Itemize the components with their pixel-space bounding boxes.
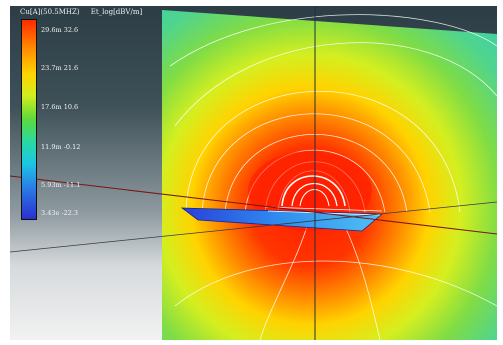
legend-label: 29.6m 32.6	[41, 26, 79, 34]
legend-label: 17.6m 10.6	[41, 103, 79, 111]
color-scale-bar	[21, 19, 37, 220]
legend-label: 23.7m 21.6	[41, 64, 79, 72]
legend-label: 11.9m -0.12	[41, 143, 81, 151]
colorbar-legend: Cu[A](50.5MHZ) Et_log[dBV/m] 29.6m 32.6 …	[17, 8, 167, 222]
legend-label: 3.43e -22.3	[41, 209, 79, 217]
legend-title-right: Et_log[dBV/m]	[90, 8, 143, 16]
legend-title-left: Cu[A](50.5MHZ)	[20, 8, 80, 16]
z-axis	[10, 201, 497, 253]
x-axis	[10, 175, 497, 235]
3d-viewport[interactable]: Cu[A](50.5MHZ) Et_log[dBV/m] 29.6m 32.6 …	[10, 6, 497, 340]
legend-title: Cu[A](50.5MHZ) Et_log[dBV/m]	[20, 8, 142, 16]
field-plot-scene[interactable]	[10, 6, 497, 340]
legend-label: 5.93m -11.1	[41, 181, 81, 189]
